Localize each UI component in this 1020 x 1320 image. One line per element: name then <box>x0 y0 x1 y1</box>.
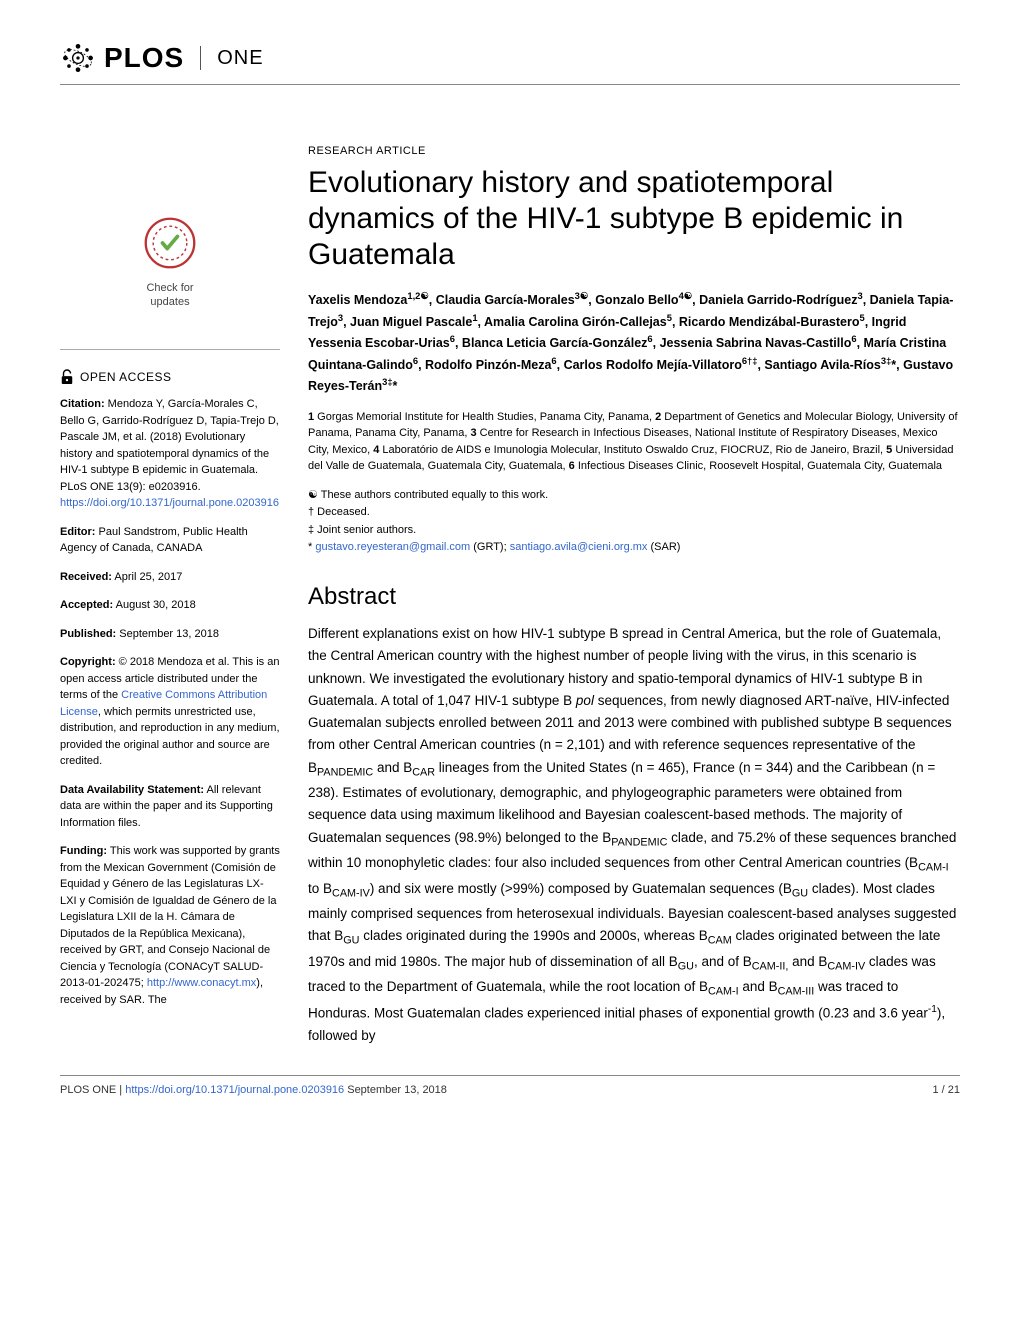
published-text: September 13, 2018 <box>116 628 219 640</box>
journal-header: PLOS ONE <box>60 40 960 76</box>
author-notes: ☯ These authors contributed equally to t… <box>308 487 960 557</box>
footer-left-date: September 13, 2018 <box>344 1084 447 1096</box>
funding-text1: This work was supported by grants from t… <box>60 845 280 989</box>
header-rule <box>60 84 960 85</box>
citation-doi-link[interactable]: https://doi.org/10.1371/journal.pone.020… <box>60 497 279 509</box>
corr-email-1[interactable]: gustavo.reyesteran@gmail.com <box>315 541 470 553</box>
funding-block: Funding: This work was supported by gran… <box>60 843 280 1008</box>
corr-mid1: (GRT); <box>470 541 510 553</box>
copyright-block: Copyright: © 2018 Mendoza et al. This is… <box>60 654 280 770</box>
authors-list: Yaxelis Mendoza1,2☯, Claudia García-Mora… <box>308 289 960 397</box>
check-updates-label1: Check for <box>60 281 280 295</box>
journal-name: ONE <box>217 47 263 70</box>
published-block: Published: September 13, 2018 <box>60 626 280 643</box>
open-lock-icon <box>60 369 74 385</box>
editor-block: Editor: Paul Sandstrom, Public Health Ag… <box>60 524 280 557</box>
abstract-body: Different explanations exist on how HIV-… <box>308 623 960 1047</box>
funding-link[interactable]: http://www.conacyt.mx <box>147 977 256 989</box>
sidebar: Check for updates OPEN ACCESS Citation: … <box>60 145 280 1047</box>
footer-rule <box>60 1075 960 1076</box>
corr-mid2: (SAR) <box>647 541 680 553</box>
open-access-row: OPEN ACCESS <box>60 368 280 386</box>
funding-label: Funding: <box>60 845 107 857</box>
check-updates-widget[interactable]: Check for updates <box>60 215 280 309</box>
citation-block: Citation: Mendoza Y, García-Morales C, B… <box>60 396 280 512</box>
accepted-label: Accepted: <box>60 599 113 611</box>
article-type: RESEARCH ARTICLE <box>308 145 960 157</box>
accepted-block: Accepted: August 30, 2018 <box>60 597 280 614</box>
received-block: Received: April 25, 2017 <box>60 569 280 586</box>
open-access-label: OPEN ACCESS <box>80 368 172 386</box>
footer-doi-link[interactable]: https://doi.org/10.1371/journal.pone.020… <box>125 1084 344 1096</box>
editor-label: Editor: <box>60 526 95 538</box>
received-label: Received: <box>60 571 112 583</box>
footer-page-number: 1 / 21 <box>932 1084 960 1096</box>
sidebar-rule <box>60 349 280 350</box>
citation-text: Mendoza Y, García-Morales C, Bello G, Ga… <box>60 398 279 493</box>
article-title: Evolutionary history and spatiotemporal … <box>308 165 960 273</box>
plos-logo: PLOS <box>60 40 184 76</box>
data-label: Data Availability Statement: <box>60 784 204 796</box>
check-updates-label2: updates <box>60 295 280 309</box>
note-correspondence: * gustavo.reyesteran@gmail.com (GRT); sa… <box>308 539 960 557</box>
footer-left-prefix: PLOS ONE | <box>60 1084 125 1096</box>
header-divider <box>200 46 201 70</box>
check-updates-icon <box>142 215 198 271</box>
published-label: Published: <box>60 628 116 640</box>
article-main: RESEARCH ARTICLE Evolutionary history an… <box>308 145 960 1047</box>
page-footer: PLOS ONE | https://doi.org/10.1371/journ… <box>60 1084 960 1096</box>
affiliations: 1 Gorgas Memorial Institute for Health S… <box>308 409 960 475</box>
plos-brand-text: PLOS <box>104 42 184 74</box>
received-text: April 25, 2017 <box>112 571 182 583</box>
note-joint: ‡ Joint senior authors. <box>308 522 960 540</box>
copyright-label: Copyright: <box>60 656 116 668</box>
note-equal: ☯ These authors contributed equally to t… <box>308 487 960 505</box>
footer-left: PLOS ONE | https://doi.org/10.1371/journ… <box>60 1084 447 1096</box>
abstract-heading: Abstract <box>308 583 960 611</box>
corr-email-2[interactable]: santiago.avila@cieni.org.mx <box>510 541 648 553</box>
note-deceased: † Deceased. <box>308 504 960 522</box>
citation-label: Citation: <box>60 398 105 410</box>
accepted-text: August 30, 2018 <box>113 599 196 611</box>
data-availability-block: Data Availability Statement: All relevan… <box>60 782 280 832</box>
plos-glyph-icon <box>60 40 96 76</box>
